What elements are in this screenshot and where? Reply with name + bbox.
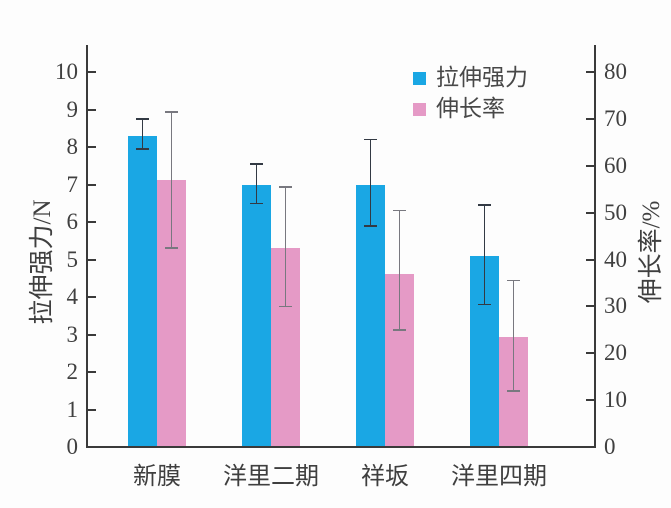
right-axis-tick <box>586 117 594 120</box>
left-axis-tick-label: 0 <box>66 434 79 459</box>
left-axis-tick <box>88 446 96 448</box>
left-axis-tick <box>88 296 96 298</box>
right-axis-tick <box>586 258 594 261</box>
bar-tensile <box>128 135 157 446</box>
error-bar <box>512 280 515 391</box>
error-bar-cap <box>136 118 149 120</box>
right-axis-tick <box>586 164 594 167</box>
left-axis-tick-label: 1 <box>66 396 79 422</box>
left-axis-tick <box>88 258 96 261</box>
right-axis-tick <box>586 211 594 214</box>
x-axis-category-label: 洋里四期 <box>451 464 547 490</box>
legend-label-tensile: 拉伸强力 <box>436 65 528 90</box>
right-axis-tick-label: 20 <box>604 340 627 366</box>
error-bar <box>284 186 287 307</box>
legend: 拉伸强力 伸长率 <box>413 66 528 128</box>
right-axis-tick-label: 80 <box>604 59 627 84</box>
left-axis-tick <box>88 183 96 186</box>
legend-item-elongation: 伸长率 <box>413 97 528 121</box>
left-axis-tick <box>88 408 96 411</box>
x-axis-category-label: 洋里二期 <box>223 464 319 490</box>
bar-tensile <box>242 184 271 446</box>
right-axis-tick <box>586 352 594 355</box>
error-bar-cap <box>478 303 491 306</box>
error-bar-cap <box>250 163 263 165</box>
right-axis-tick <box>586 305 594 308</box>
error-bar-cap <box>279 305 292 308</box>
left-axis-tick <box>88 108 96 111</box>
left-axis-tick-label: 9 <box>66 96 79 122</box>
right-axis-tick-label: 40 <box>604 246 627 272</box>
left-axis-tick <box>88 221 96 223</box>
legend-item-tensile: 拉伸强力 <box>413 66 528 90</box>
error-bar <box>483 205 486 305</box>
error-bar-cap <box>393 329 406 331</box>
error-bar-cap <box>250 202 263 204</box>
left-axis-tick <box>88 146 96 148</box>
error-bar-cap <box>279 186 292 188</box>
error-bar <box>398 210 401 330</box>
x-axis-category-label: 祥坂 <box>361 464 409 490</box>
right-axis-tick-label: 50 <box>604 199 627 225</box>
right-axis-tick-label: 70 <box>604 105 627 131</box>
error-bar-cap <box>478 204 491 206</box>
error-bar <box>141 118 144 149</box>
x-axis-category-label: 新膜 <box>133 464 181 490</box>
left-axis-tick-label: 8 <box>66 134 79 159</box>
legend-label-elongation: 伸长率 <box>436 96 505 121</box>
right-axis-tick <box>586 71 594 73</box>
left-axis-tick <box>88 71 96 73</box>
error-bar <box>369 139 372 226</box>
left-axis-tick-label: 3 <box>66 321 79 347</box>
error-bar-cap <box>507 390 520 392</box>
left-axis-tick-label: 6 <box>66 209 79 234</box>
error-bar-cap <box>393 209 406 212</box>
error-bar <box>255 163 258 204</box>
error-bar-cap <box>364 225 377 227</box>
left-axis-spine <box>86 45 88 448</box>
error-bar-cap <box>507 279 520 282</box>
right-axis-tick-label: 60 <box>604 152 627 178</box>
error-bar-cap <box>165 247 178 249</box>
legend-swatch-tensile-icon <box>413 71 426 85</box>
right-axis-tick-label: 30 <box>604 293 627 319</box>
left-axis-tick <box>88 333 96 336</box>
error-bar-cap <box>165 111 178 113</box>
right-axis-tick <box>586 399 594 402</box>
left-axis-tick-label: 5 <box>66 246 79 272</box>
legend-swatch-elongation-icon <box>413 102 426 116</box>
right-axis-tick-label: 10 <box>604 387 627 413</box>
right-axis-tick-label: 0 <box>604 434 616 459</box>
left-axis-tick <box>88 371 96 373</box>
left-axis-tick-label: 7 <box>66 171 79 197</box>
left-axis-tick-label: 2 <box>66 359 79 384</box>
error-bar-cap <box>136 148 149 150</box>
left-axis-tick-label: 10 <box>55 59 78 84</box>
error-bar <box>170 111 173 248</box>
x-axis-spine <box>86 446 596 448</box>
left-axis-tick-label: 4 <box>66 284 79 309</box>
right-axis-spine <box>594 45 596 448</box>
right-axis-tick <box>586 446 594 448</box>
bar-tensile <box>356 184 385 446</box>
error-bar-cap <box>364 138 377 141</box>
